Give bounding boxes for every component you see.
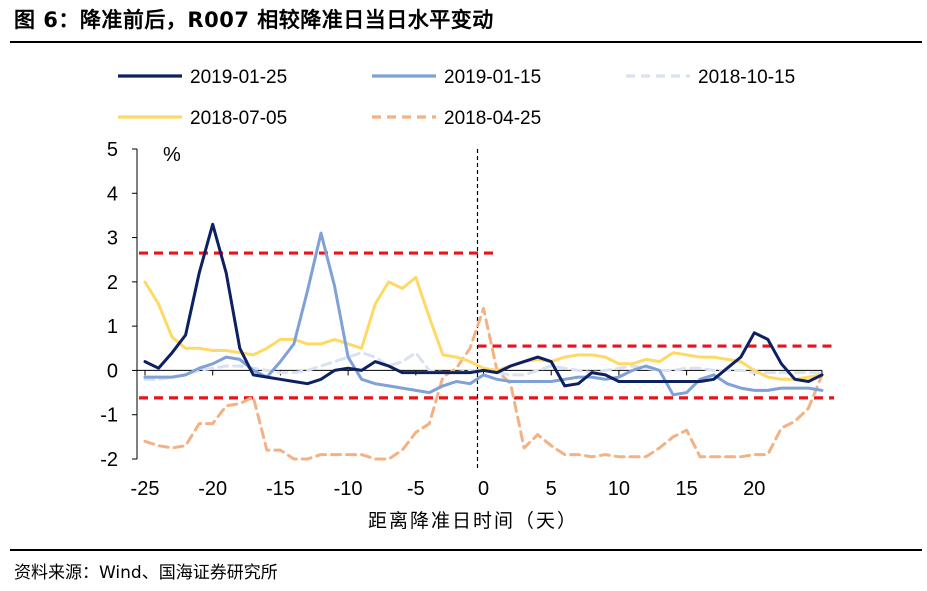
x-tick-label: -15 — [266, 478, 295, 500]
x-tick-label: -5 — [407, 478, 425, 500]
legend-label-2019-01-15: 2019-01-15 — [444, 67, 541, 88]
legend-label-2018-10-15: 2018-10-15 — [698, 67, 795, 88]
x-tick-label: 10 — [608, 478, 630, 500]
title-rule — [10, 41, 922, 43]
y-tick-label: -1 — [100, 405, 118, 427]
y-axis-label: % — [163, 144, 181, 166]
legend-label-2018-04-25: 2018-04-25 — [444, 108, 541, 129]
legend-label-2019-01-25: 2019-01-25 — [190, 67, 287, 88]
series-line-2019-01-25 — [143, 222, 824, 388]
x-tick-label: -20 — [198, 478, 227, 500]
series-line-2018-04-25 — [143, 306, 824, 461]
series-line-2018-07-05 — [143, 275, 824, 381]
x-axis-label: 距离降准日时间（天） — [368, 510, 578, 532]
legend-label-2018-07-05: 2018-07-05 — [190, 108, 287, 129]
x-tick-label: -25 — [131, 478, 160, 500]
y-tick-label: 0 — [107, 360, 118, 382]
reference-lines — [139, 251, 834, 400]
y-tick-label: 5 — [107, 139, 118, 161]
x-tick-label: 20 — [743, 478, 765, 500]
x-tick-label: -10 — [334, 478, 363, 500]
y-tick-label: 3 — [107, 228, 118, 250]
x-tick-label: 0 — [478, 478, 489, 500]
series-lines — [143, 222, 824, 461]
x-tick-label: 15 — [675, 478, 697, 500]
source-note: 资料来源：Wind、国海证券研究所 — [14, 563, 278, 583]
x-tick-label: 5 — [546, 478, 557, 500]
y-tick-label: 4 — [107, 183, 118, 205]
figure-title: 图 6：降准前后，R007 相较降准日当日水平变动 — [14, 8, 494, 32]
y-tick-label: 1 — [107, 316, 118, 338]
y-tick-label: -2 — [100, 449, 118, 471]
source-rule — [10, 549, 922, 551]
y-tick-label: 2 — [107, 272, 118, 294]
series-line-2019-01-15 — [143, 231, 824, 397]
legend: 2019-01-25 2019-01-15 2018-10-15 2018-07-05… — [118, 67, 795, 129]
